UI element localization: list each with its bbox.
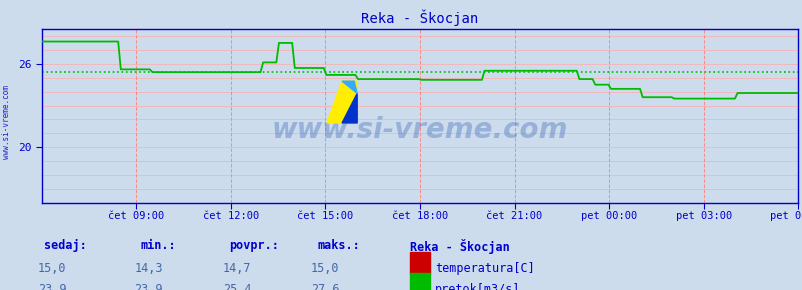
- Text: sedaj:: sedaj:: [44, 239, 87, 252]
- Text: 14,7: 14,7: [222, 262, 251, 275]
- Text: www.si-vreme.com: www.si-vreme.com: [271, 116, 568, 144]
- Text: 14,3: 14,3: [134, 262, 163, 275]
- Text: 27,6: 27,6: [310, 283, 339, 290]
- Text: 23,9: 23,9: [134, 283, 163, 290]
- Text: povpr.:: povpr.:: [229, 239, 278, 252]
- Text: www.si-vreme.com: www.si-vreme.com: [2, 85, 11, 159]
- Text: min.:: min.:: [140, 239, 176, 252]
- Polygon shape: [342, 81, 357, 93]
- Text: 15,0: 15,0: [38, 262, 67, 275]
- Polygon shape: [326, 81, 357, 123]
- Text: pretok[m3/s]: pretok[m3/s]: [435, 283, 520, 290]
- Text: maks.:: maks.:: [317, 239, 359, 252]
- Polygon shape: [342, 93, 357, 123]
- Text: Reka - Škocjan: Reka - Škocjan: [409, 239, 508, 254]
- Text: 15,0: 15,0: [310, 262, 339, 275]
- Text: 23,9: 23,9: [38, 283, 67, 290]
- Text: temperatura[C]: temperatura[C]: [435, 262, 534, 275]
- Text: 25,4: 25,4: [222, 283, 251, 290]
- Title: Reka - Škocjan: Reka - Škocjan: [361, 10, 478, 26]
